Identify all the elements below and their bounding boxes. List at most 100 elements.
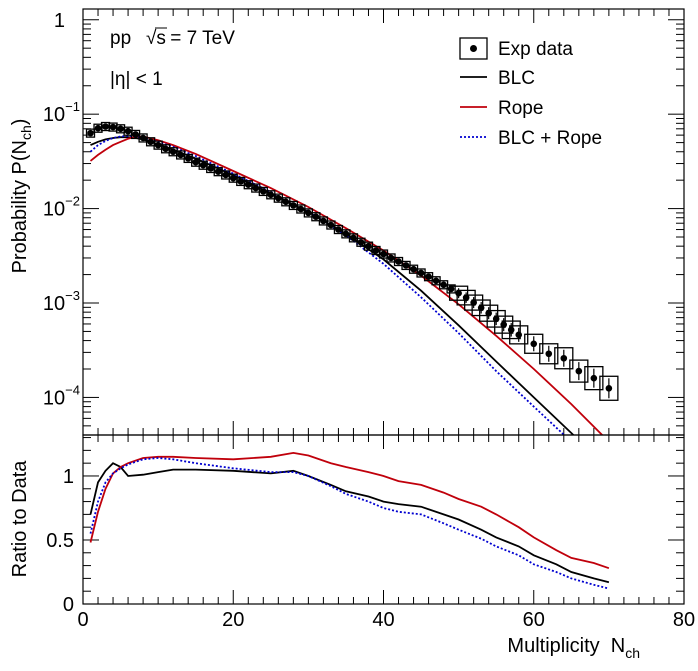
exp-data-point — [350, 234, 357, 242]
exp-data-point — [305, 209, 312, 217]
x-tick-label: 20 — [222, 609, 244, 631]
legend-exp-data-marker — [470, 45, 477, 52]
exp-data-syst-box — [448, 285, 469, 301]
exp-data-point — [357, 238, 365, 246]
exp-data-point — [139, 134, 147, 142]
exp-data-syst-box — [471, 299, 491, 317]
curve-rope — [89, 135, 604, 435]
ratio-curve-blc-rope — [89, 457, 610, 590]
exp-data-point — [124, 127, 132, 135]
legend-entry-exp-data: Exp data — [459, 37, 573, 60]
exp-data-point — [162, 145, 169, 153]
bottom-y-tick-label: 0.5 — [46, 530, 74, 552]
exp-data-point — [402, 262, 410, 269]
legend-exp-data-box — [459, 37, 488, 60]
exp-data-point — [207, 165, 215, 172]
exp-data-point — [117, 125, 124, 133]
top-y-ticks: 1 10−1 10−2 10−3 10−4 — [43, 10, 684, 436]
exp-data-syst-box — [463, 294, 484, 311]
legend-entry-rope: Rope — [460, 98, 543, 119]
legend: Exp data BLC Rope BLC + Rope — [459, 37, 602, 149]
exp-data-point — [147, 138, 154, 146]
ratio-curve-rope — [89, 451, 610, 570]
top-y-tick-label: 10−2 — [43, 194, 80, 221]
top-y-axis-label: Probability P(Nch) — [9, 119, 34, 274]
exp-data-point — [432, 277, 440, 285]
top-y-tick-label: 10−1 — [43, 99, 80, 126]
exp-data-syst-box — [584, 366, 604, 391]
exp-data-syst-box — [554, 347, 574, 370]
legend-entry-blc-rope: BLC + Rope — [460, 128, 602, 149]
exp-data-point — [244, 181, 252, 189]
exp-data-point — [282, 198, 290, 206]
exp-data-point — [327, 221, 335, 229]
exp-data-point — [342, 230, 350, 238]
exp-data-point — [192, 158, 199, 166]
x-tick-label: 80 — [673, 609, 695, 631]
exp-data-point — [132, 131, 139, 138]
exp-data-point — [500, 321, 508, 328]
exp-data-point — [372, 247, 380, 254]
exp-data-point — [214, 168, 222, 175]
bottom-panel: 00.51 0 20 40 60 80 Ratio to Data Multiplici… — [9, 434, 695, 661]
exp-data-point — [260, 188, 267, 195]
exp-data-point — [297, 205, 305, 213]
exp-data-syst-box — [501, 320, 521, 340]
exp-data-point — [87, 129, 94, 137]
exp-data-point — [267, 191, 275, 199]
x-axis-label: Multiplicity Nch — [507, 635, 640, 661]
top-x-ticks — [82, 9, 685, 435]
exp-data-point — [199, 161, 207, 169]
exp-data-syst-box — [599, 375, 619, 401]
exp-data-point — [177, 151, 184, 159]
annotation-energy: = 7 TeV — [165, 28, 235, 49]
exp-data-point — [290, 202, 297, 209]
exp-data-point — [94, 124, 102, 132]
bottom-y-axis-label: Ratio to Data — [9, 460, 31, 578]
exp-data-point — [237, 178, 245, 185]
exp-data-point — [530, 340, 538, 348]
exp-data-syst-box — [85, 128, 96, 138]
exp-data-point — [590, 374, 598, 382]
exp-data-point — [440, 281, 447, 289]
exp-data-point — [560, 354, 568, 362]
exp-data-point — [395, 258, 402, 265]
exp-data-syst-box — [569, 359, 589, 383]
exp-data-syst-box — [479, 304, 499, 322]
exp-data-point — [417, 269, 425, 277]
exp-data-point — [275, 194, 282, 202]
exp-data-point — [410, 265, 417, 273]
exp-data-syst-box — [456, 289, 476, 306]
top-y-tick-label: 1 — [54, 10, 65, 32]
bottom-y-tick-label: 1 — [63, 466, 74, 488]
exp-data-point — [387, 254, 395, 262]
curve-blc-rope — [89, 134, 566, 435]
x-tick-label: 0 — [77, 609, 88, 631]
legend-label-rope: Rope — [498, 98, 543, 119]
exp-data-syst-box — [539, 343, 559, 365]
exp-data-point — [380, 250, 387, 258]
bottom-y-tick-label: 0 — [63, 594, 74, 616]
annotation-pp: pp — [110, 28, 131, 49]
exp-data-point — [312, 213, 320, 221]
legend-label-blc-rope: BLC + Rope — [498, 128, 602, 149]
top-panel: 110−110−210−310−4 pp √s = 7 TeV |η| < 1 … — [9, 8, 685, 436]
exp-data-point — [169, 148, 177, 156]
curve-blc — [90, 136, 575, 435]
annotation-eta: |η| < 1 — [110, 69, 163, 90]
bottom-x-ticks: 0 20 40 60 80 — [77, 435, 695, 631]
legend-entry-blc: BLC — [460, 68, 535, 89]
legend-label-exp-data: Exp data — [498, 39, 573, 60]
exp-data-syst-box — [446, 284, 456, 294]
exp-data-point — [222, 171, 230, 179]
exp-data-point — [425, 273, 432, 280]
exp-data-point — [575, 367, 583, 375]
exp-data-point — [365, 242, 372, 250]
top-model-curves — [89, 134, 604, 435]
exp-data-point — [515, 331, 523, 339]
ratio-curve-blc — [89, 462, 610, 584]
top-y-tick-label: 10−4 — [43, 382, 80, 409]
x-tick-label: 40 — [372, 609, 394, 631]
exp-data-point — [320, 217, 327, 225]
